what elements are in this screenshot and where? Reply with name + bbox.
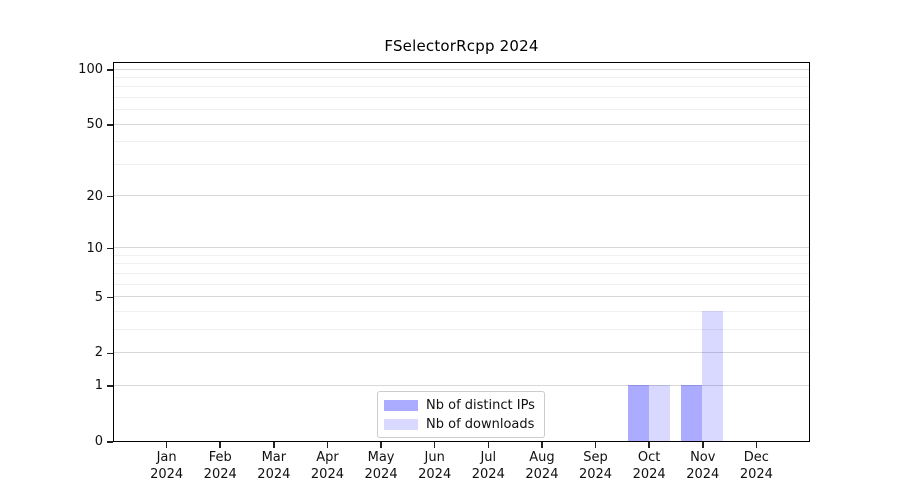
legend-item-downloads: Nb of downloads bbox=[384, 417, 538, 432]
x-tick-label: Jan 2024 bbox=[132, 450, 202, 483]
x-tick-year: 2024 bbox=[739, 466, 773, 482]
gridline-minor bbox=[114, 76, 809, 78]
y-tick-label: 1 bbox=[94, 378, 103, 394]
x-tick-year: 2024 bbox=[686, 466, 720, 482]
gridline-minor bbox=[114, 96, 809, 98]
x-tick-label: Dec 2024 bbox=[721, 450, 791, 483]
gridline-major bbox=[114, 351, 809, 353]
gridline-minor bbox=[114, 86, 809, 88]
gridline-minor bbox=[114, 254, 809, 256]
y-tick-label: 10 bbox=[86, 240, 103, 256]
x-tick-year: 2024 bbox=[310, 466, 344, 482]
x-tick-label: Oct 2024 bbox=[614, 450, 684, 483]
gridline-major bbox=[114, 68, 809, 70]
x-tick-year: 2024 bbox=[150, 466, 184, 482]
gridline-minor bbox=[114, 263, 809, 265]
x-tickmark bbox=[219, 442, 221, 448]
x-tick-label: Sep 2024 bbox=[561, 450, 631, 483]
x-tickmark bbox=[273, 442, 275, 448]
gridline-major bbox=[114, 123, 809, 125]
x-tick-year: 2024 bbox=[257, 466, 291, 482]
x-tickmark bbox=[541, 442, 543, 448]
y-tickmark bbox=[107, 352, 113, 355]
y-tick-label: 0 bbox=[94, 434, 103, 449]
x-tick-month: Jun bbox=[424, 450, 445, 465]
x-tickmark bbox=[165, 442, 168, 448]
x-tick-year: 2024 bbox=[471, 466, 505, 482]
bar-downloads-nov bbox=[702, 311, 724, 441]
chart-title: FSelectorRcpp 2024 bbox=[384, 37, 539, 55]
x-tick-year: 2024 bbox=[203, 466, 237, 482]
gridline-minor bbox=[114, 283, 809, 285]
x-tickmark bbox=[648, 442, 650, 448]
y-tick-label: 2 bbox=[94, 345, 103, 361]
y-tickmark bbox=[107, 69, 113, 71]
bar-distinct-ips-oct bbox=[627, 385, 649, 441]
gridline-minor bbox=[114, 272, 809, 274]
x-tick-label: May 2024 bbox=[346, 450, 416, 483]
plot-area bbox=[113, 62, 810, 442]
y-tickmark bbox=[107, 296, 113, 299]
legend-item-distinct-ips: Nb of distinct IPs bbox=[384, 398, 538, 413]
x-tick-year: 2024 bbox=[632, 466, 666, 482]
x-tickmark bbox=[755, 442, 758, 448]
x-tick-month: May bbox=[367, 450, 395, 465]
gridline-major bbox=[114, 384, 809, 386]
y-tick-label: 5 bbox=[94, 289, 103, 305]
x-tickmark bbox=[380, 442, 382, 448]
x-tick-month: Apr bbox=[316, 450, 339, 465]
gridline-minor bbox=[114, 310, 809, 312]
x-tick-month: Aug bbox=[529, 450, 555, 465]
x-tick-month: Nov bbox=[690, 450, 716, 465]
gridline-major bbox=[114, 247, 809, 249]
x-tick-month: Dec bbox=[743, 450, 769, 465]
gridline-minor bbox=[114, 163, 809, 165]
x-tick-label: Feb 2024 bbox=[185, 450, 255, 483]
gridline-minor bbox=[114, 328, 809, 330]
x-tick-month: Sep bbox=[583, 450, 608, 465]
x-tick-label: Mar 2024 bbox=[239, 450, 309, 483]
x-tick-month: Oct bbox=[637, 450, 661, 465]
gridline-minor bbox=[114, 141, 809, 143]
gridline-major bbox=[114, 296, 809, 298]
bar-distinct-ips-nov bbox=[681, 385, 703, 441]
y-tickmark bbox=[107, 195, 113, 198]
x-tick-label: Apr 2024 bbox=[292, 450, 362, 483]
x-tick-label: Aug 2024 bbox=[507, 450, 577, 483]
x-tickmark bbox=[326, 442, 329, 448]
x-tick-month: Jul bbox=[480, 450, 497, 465]
x-tick-year: 2024 bbox=[418, 466, 452, 482]
x-tick-label: Jun 2024 bbox=[400, 450, 470, 483]
gridline-minor bbox=[114, 109, 809, 111]
legend-swatch-distinct-ips bbox=[384, 399, 418, 411]
x-tick-month: Feb bbox=[208, 450, 232, 465]
x-tick-label: Nov 2024 bbox=[668, 450, 738, 483]
x-tick-year: 2024 bbox=[578, 466, 613, 482]
x-tickmark bbox=[433, 442, 436, 448]
y-tickmark bbox=[107, 124, 113, 126]
gridline-major bbox=[114, 195, 809, 197]
x-tick-year: 2024 bbox=[364, 466, 398, 482]
y-tickmark bbox=[107, 385, 113, 387]
legend-label-distinct-ips: Nb of distinct IPs bbox=[426, 397, 535, 413]
x-tick-month: Jan bbox=[156, 450, 177, 465]
y-tick-label: 100 bbox=[78, 62, 103, 77]
x-tick-month: Mar bbox=[261, 450, 287, 465]
legend: Nb of distinct IPs Nb of downloads bbox=[377, 391, 545, 438]
y-tick-label: 20 bbox=[86, 188, 103, 204]
bar-downloads-oct bbox=[648, 385, 670, 441]
legend-label-downloads: Nb of downloads bbox=[426, 416, 535, 432]
legend-swatch-downloads bbox=[384, 418, 418, 430]
x-tickmark bbox=[702, 442, 704, 448]
x-tick-year: 2024 bbox=[525, 466, 559, 482]
y-tick-label: 50 bbox=[86, 117, 103, 133]
y-tickmark bbox=[107, 247, 113, 250]
y-tickmark bbox=[107, 441, 113, 443]
x-tickmark bbox=[487, 442, 490, 448]
x-tick-label: Jul 2024 bbox=[453, 450, 523, 483]
x-tickmark bbox=[594, 442, 597, 448]
